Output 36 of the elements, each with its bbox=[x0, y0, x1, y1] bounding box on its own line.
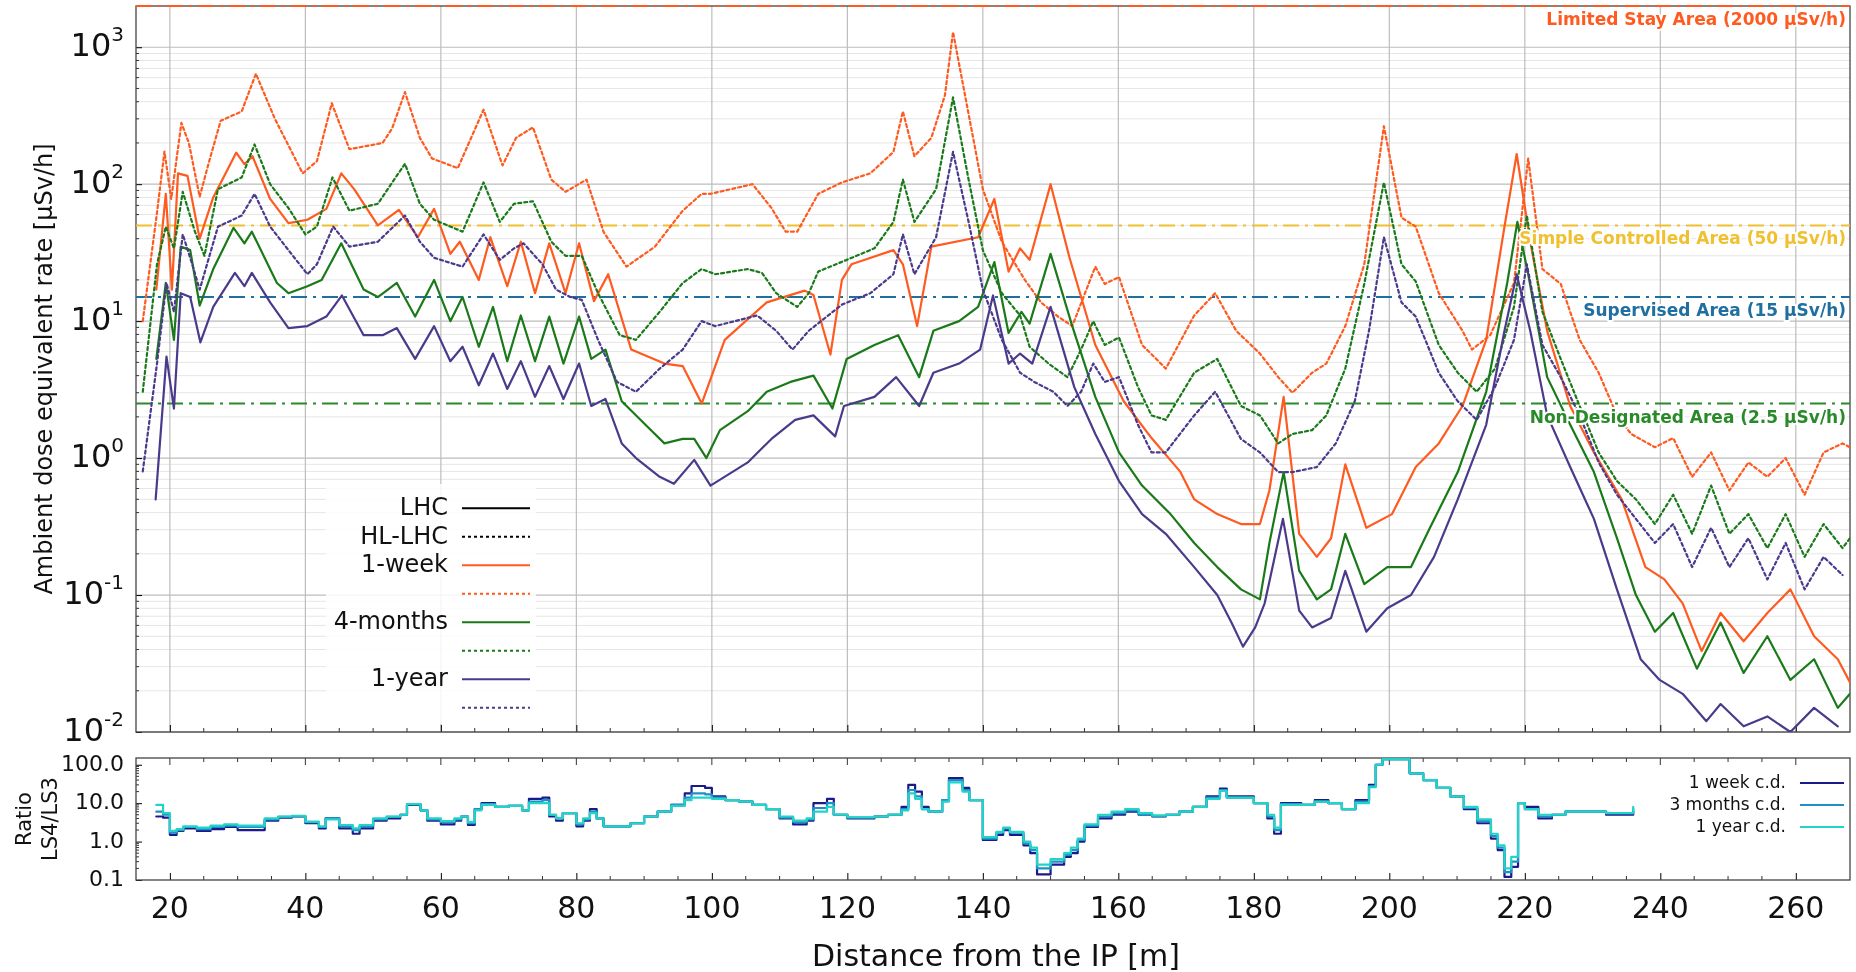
x-tick-label: 140 bbox=[954, 890, 1012, 925]
x-axis-title: Distance from the IP [m] bbox=[812, 938, 1180, 972]
x-tick-label: 100 bbox=[683, 890, 741, 925]
legend-label: 1 year c.d. bbox=[1695, 816, 1786, 836]
annotation: LHC bbox=[399, 493, 448, 522]
x-tick-label: 260 bbox=[1767, 890, 1825, 925]
y-tick-label: 10$^{-1}$ bbox=[63, 569, 124, 613]
y-tick-label: 10$^{2}$ bbox=[70, 158, 124, 202]
x-tick-label: 60 bbox=[421, 890, 460, 925]
y-tick-label: 0.1 bbox=[89, 866, 124, 891]
legend-label: 3 months c.d. bbox=[1669, 794, 1786, 814]
legend-label: 1-week bbox=[361, 550, 449, 579]
y-tick-label: 1.0 bbox=[89, 827, 124, 853]
x-tick-label: 200 bbox=[1360, 890, 1418, 925]
x-tick-label: 220 bbox=[1496, 890, 1554, 925]
legend-label: 1 week c.d. bbox=[1688, 772, 1786, 792]
legend-label: 1-year bbox=[370, 664, 449, 693]
y-axis-title: Ambient dose equivalent rate [µSv/h] bbox=[30, 143, 58, 595]
y-tick-label: 10.0 bbox=[75, 789, 124, 815]
y-tick-label: 10$^{1}$ bbox=[70, 295, 124, 339]
ref-line-label: Limited Stay Area (2000 µSv/h) bbox=[1546, 9, 1846, 29]
legend-label: 4-months bbox=[333, 607, 448, 636]
x-tick-label: 160 bbox=[1089, 890, 1147, 925]
y-tick-label: 10$^{-2}$ bbox=[63, 706, 124, 749]
x-tick-label: 20 bbox=[150, 890, 189, 925]
x-tick-label: 240 bbox=[1631, 890, 1689, 925]
ref-line-label: Supervised Area (15 µSv/h) bbox=[1583, 300, 1846, 321]
y-tick-label: 100.0 bbox=[61, 750, 124, 776]
annotation: HL-LHC bbox=[360, 521, 448, 550]
x-tick-label: 80 bbox=[557, 890, 596, 925]
x-tick-label: 40 bbox=[286, 890, 325, 925]
y-tick-label: 10$^{0}$ bbox=[70, 432, 124, 476]
x-tick-label: 120 bbox=[818, 890, 876, 925]
x-tick-label: 180 bbox=[1225, 890, 1283, 925]
y-tick-label: 10$^{3}$ bbox=[70, 21, 124, 65]
y-axis-title: Ratio LS4/LS3 bbox=[12, 777, 62, 861]
